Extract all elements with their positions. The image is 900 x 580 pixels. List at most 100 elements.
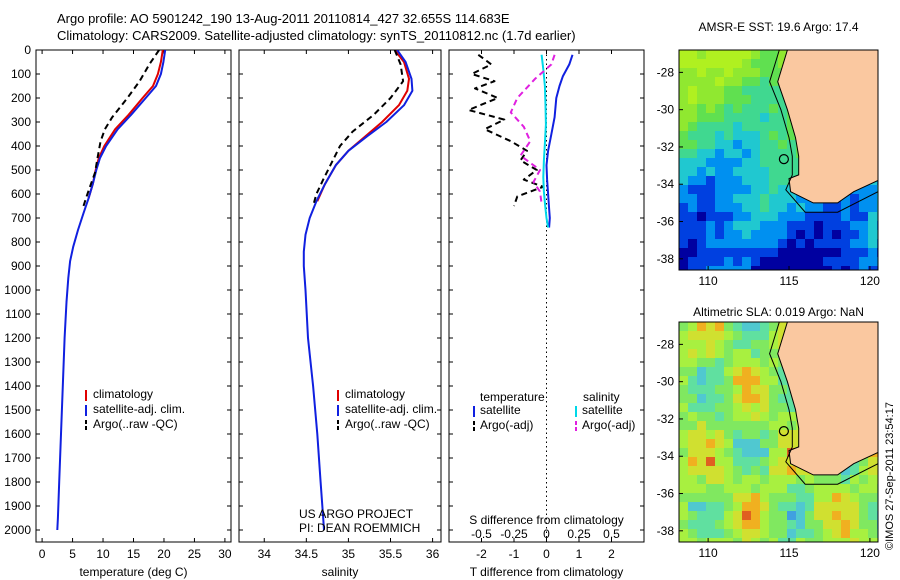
x-tick-label: 30 [218, 547, 232, 561]
plot-frame [238, 49, 442, 543]
project-credit-line-1: US ARGO PROJECT [299, 507, 414, 521]
map-frame [678, 321, 879, 543]
legend-entry: climatology [345, 387, 405, 401]
legend-title-salinity: salinity [583, 390, 620, 404]
x-tick-label: 36 [426, 547, 440, 561]
y-tick-label: 1500 [4, 403, 31, 417]
x-tick-label: 35.5 [379, 547, 403, 561]
x-tick-label: 0 [39, 547, 46, 561]
map-y-tick-label: -30 [657, 103, 675, 117]
footer-stamp: ©IMOS 27-Sep-2011 23:54:17 [884, 402, 896, 550]
map-y-tick-label: -36 [657, 487, 675, 501]
series-line-argo-adj- [467, 53, 545, 207]
sst-map-panel: AMSR-E SST: 19.6 Argo: 17.4 -28 -30 -32 -34 -… [657, 20, 881, 288]
series-line-climatology [316, 50, 410, 202]
difference-panel: -2 -1 0 1 2 T difference from climatology S di… [448, 49, 645, 579]
series-line-argo-raw-qc- [82, 50, 160, 207]
x-tick-label: 25 [188, 547, 202, 561]
x-tick-label-top: -0.25 [500, 527, 528, 541]
float-position-marker [778, 426, 789, 437]
x-tick-label-top: 0.5 [603, 527, 620, 541]
y-tick-label: 600 [11, 187, 31, 201]
x-tick-label: 5 [69, 547, 76, 561]
map-x-tick-label: 110 [699, 546, 718, 560]
y-tick-label: 1600 [4, 427, 31, 441]
series-line-argo-raw-qc- [312, 50, 405, 207]
y-tick-label: 1100 [5, 307, 31, 321]
y-tick-label: 900 [11, 259, 31, 273]
y-tick-label: 300 [11, 115, 31, 129]
map-y-tick-label: -28 [657, 337, 675, 351]
figure-title-line-1: Argo profile: AO 5901242_190 13-Aug-2011… [57, 11, 510, 26]
y-tick-label: 100 [11, 67, 31, 81]
map-y-tick-label: -34 [657, 177, 675, 191]
legend-entry: satellite [480, 403, 521, 417]
map-y-tick-label: -36 [657, 215, 675, 229]
legend-entry: Argo(-adj) [480, 418, 533, 432]
series-line-satellite [540, 54, 550, 228]
x-tick-label: 1 [576, 547, 583, 561]
y-tick-label: 400 [11, 139, 31, 153]
land-mass [777, 50, 878, 204]
legend-entry: satellite-adj. clim. [93, 402, 185, 416]
map-x-tick-label: 110 [699, 274, 718, 288]
x-tick-label-top: -0.5 [471, 527, 492, 541]
y-tick-label: 1800 [4, 475, 31, 489]
salinity-panel: 34 34.5 35 35.5 36 salinity climatologysatelli… [238, 49, 442, 579]
map-y-tick-label: -30 [657, 375, 675, 389]
series-line-satellite-adj-clim- [302, 50, 414, 531]
legend-entry: Argo(..raw -QC) [93, 417, 178, 431]
map-y-tick-label: -38 [657, 252, 675, 266]
legend-title-temperature: temperature [480, 390, 545, 404]
y-tick-label: 1400 [4, 379, 31, 393]
x-tick-label: 2 [608, 547, 615, 561]
map-title: AMSR-E SST: 19.6 Argo: 17.4 [698, 20, 858, 34]
legend-entry: satellite-adj. clim. [345, 402, 437, 416]
y-tick-label: 1700 [4, 451, 31, 465]
sla-map-panel: Altimetric SLA: 0.019 Argo: NaN -28 -30 -32… [657, 305, 881, 560]
x-axis-label: temperature (deg C) [79, 565, 187, 579]
x-tick-label: -1 [509, 547, 520, 561]
figure-title-line-2: Climatology: CARS2009. Satellite-adjuste… [57, 28, 576, 43]
y-tick-label: 1900 [4, 499, 31, 513]
map-x-tick-label: 115 [779, 546, 798, 560]
plot-frame [35, 49, 232, 543]
y-tick-label: 0 [24, 43, 31, 57]
legend-entry: Argo(-adj) [582, 418, 635, 432]
map-y-tick-label: -38 [657, 524, 675, 538]
y-tick-label: 700 [11, 211, 31, 225]
map-y-tick-label: -34 [657, 449, 675, 463]
x-tick-label: 20 [157, 547, 171, 561]
map-x-tick-label: 120 [860, 546, 880, 560]
series-line-argo-adj- [509, 54, 556, 204]
shelf-contour [769, 322, 878, 485]
map-y-tick-label: -32 [657, 140, 675, 154]
series-line-climatology [87, 50, 164, 200]
x-axis-label-top: S difference from climatology [469, 513, 624, 527]
project-credit-line-2: PI: DEAN ROEMMICH [299, 521, 420, 535]
map-frame [678, 49, 879, 271]
x-tick-label: -2 [476, 547, 487, 561]
x-tick-label: 34.5 [295, 547, 319, 561]
legend-entry: satellite [582, 403, 623, 417]
x-tick-label: 10 [96, 547, 110, 561]
x-axis-label: T difference from climatology [470, 565, 624, 579]
float-position-marker [778, 154, 789, 165]
y-tick-label: 2000 [4, 523, 31, 537]
legend-entry: climatology [93, 387, 153, 401]
y-tick-label: 1000 [4, 283, 31, 297]
map-x-tick-label: 120 [860, 274, 880, 288]
y-tick-label: 1200 [4, 331, 31, 345]
map-y-tick-label: -28 [657, 65, 675, 79]
land-mass [777, 322, 878, 476]
temperature-panel: 0100200300400500600700800900100011001200… [4, 43, 232, 579]
map-title: Altimetric SLA: 0.019 Argo: NaN [693, 305, 864, 319]
y-tick-label: 200 [11, 91, 31, 105]
x-tick-label-top: 0 [543, 527, 550, 541]
map-x-tick-label: 115 [779, 274, 798, 288]
series-line-satellite-adj-clim- [56, 50, 167, 531]
x-tick-label: 0 [543, 547, 550, 561]
map-y-tick-label: -32 [657, 412, 675, 426]
y-tick-label: 500 [11, 163, 31, 177]
